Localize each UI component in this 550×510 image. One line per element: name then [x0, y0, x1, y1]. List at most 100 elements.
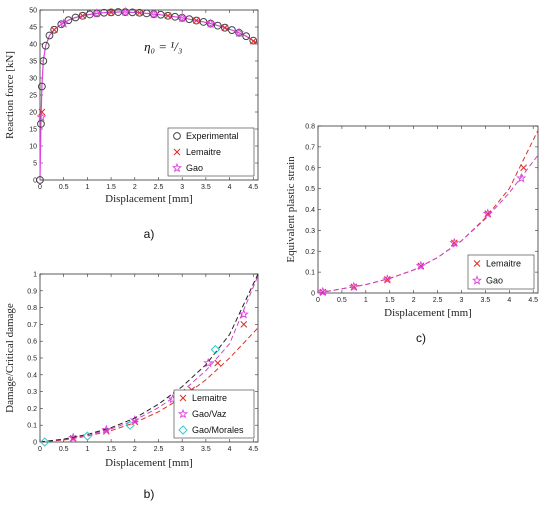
- y-tick-label: 0.4: [305, 207, 315, 214]
- y-tick-label: 25: [29, 93, 37, 100]
- x-tick-label: 3.5: [481, 297, 491, 304]
- x-tick-label: 0.5: [59, 446, 69, 453]
- x-tick-label: 2.5: [154, 184, 164, 191]
- y-tick-label: 0.1: [27, 423, 37, 430]
- x-tick-label: 3: [180, 446, 184, 453]
- x-tick-label: 4: [228, 184, 232, 191]
- x-tick-label: 2.5: [154, 446, 164, 453]
- legend-b: Lemaitre Gao/Vaz Gao/Morales: [173, 389, 255, 439]
- y-tick-label: 0.1: [305, 270, 315, 277]
- y-tick-label: 1: [33, 272, 37, 279]
- data-point-lemaitre: [50, 26, 58, 34]
- y-tick-label: 0: [311, 291, 315, 298]
- data-point-gao: [382, 274, 393, 284]
- x-tick-label: 2: [412, 297, 416, 304]
- data-point-gao: [234, 27, 245, 38]
- data-point-gao-morales: [82, 431, 93, 441]
- data-point-gao: [415, 260, 426, 271]
- x-tick-label: 2: [133, 446, 137, 453]
- y-tick-label: 0.7: [305, 144, 315, 151]
- data-point-lemaitre: [240, 321, 248, 328]
- y-tick-label: 0.3: [27, 389, 37, 396]
- data-point-lemaitre: [520, 164, 528, 172]
- data-point-experimental: [185, 15, 194, 24]
- data-point-experimental: [213, 21, 222, 30]
- data-point-gao: [36, 111, 47, 122]
- y-tick-label: 0.8: [27, 305, 37, 312]
- series-line-gao: [317, 154, 539, 294]
- x-tick-label: 4.5: [248, 184, 258, 191]
- legend-marker: [173, 148, 181, 156]
- data-point-gao-vaz: [238, 309, 249, 319]
- data-layer-b: [39, 273, 259, 447]
- panel-label: b): [144, 487, 155, 501]
- x-tick-label: 3.5: [201, 446, 211, 453]
- y-tick-label: 0.5: [27, 356, 37, 363]
- chart-a-reaction-force: 0 0.5 1 1.5 2 2.5 3 3.5 4 4.5 0 5 10 15 20 25 30 35 40 45 50…: [4, 6, 259, 241]
- x-axis-label: Displacement [mm]: [384, 307, 472, 319]
- data-point-gao: [205, 18, 216, 28]
- x-tick-label: 4: [228, 446, 232, 453]
- data-point-lemaitre: [214, 359, 222, 367]
- y-tick-label: 0.2: [305, 249, 315, 256]
- x-tick-label: 3: [460, 297, 464, 304]
- y-tick-label: 0.6: [305, 165, 315, 172]
- y-tick-label: 0: [33, 440, 37, 447]
- data-point-experimental: [50, 25, 59, 34]
- x-tick-label: 2: [133, 184, 137, 191]
- x-tick-label: 4.5: [248, 446, 258, 453]
- legend-entry: Lemaitre: [486, 259, 521, 269]
- x-axis-label: Displacement [mm]: [105, 193, 193, 205]
- y-tick-label: 5: [33, 161, 37, 168]
- x-tick-label: 0.5: [59, 184, 69, 191]
- legend-entry: Gao/Vaz: [192, 409, 227, 419]
- legend-marker: [472, 275, 482, 285]
- data-point-gao: [120, 6, 131, 17]
- data-point-experimental: [45, 31, 54, 40]
- x-tick-label: 1.5: [106, 184, 116, 191]
- data-point-experimental: [242, 32, 251, 41]
- x-tick-label: 1: [85, 184, 89, 191]
- data-layer-c: [317, 129, 539, 297]
- panel-label: a): [144, 227, 155, 241]
- data-point-lemaitre: [193, 17, 200, 24]
- y-tick-label: 45: [29, 25, 37, 32]
- data-point-experimental: [199, 18, 208, 26]
- data-point-experimental: [220, 23, 229, 32]
- data-point-experimental: [249, 36, 258, 45]
- data-layer-a: [36, 6, 259, 184]
- y-tick-label: 0.7: [27, 322, 37, 329]
- y-tick-label: 0.6: [27, 339, 37, 346]
- y-tick-label: 0.4: [27, 372, 37, 379]
- legend-marker: [179, 394, 187, 402]
- y-tick-label: 40: [29, 42, 37, 49]
- legend-entry: Lemaitre: [186, 147, 221, 157]
- data-point-experimental: [192, 16, 201, 25]
- x-tick-label: 1.5: [385, 297, 395, 304]
- data-point-lemaitre: [221, 24, 229, 32]
- data-point-lemaitre: [79, 12, 87, 20]
- data-point-experimental: [37, 120, 45, 128]
- data-point-experimental: [39, 57, 48, 65]
- y-tick-label: 0.2: [27, 406, 37, 413]
- legend-marker: [473, 260, 481, 267]
- legend-c: Lemaitre Gao: [467, 254, 535, 290]
- annotation-eta: η₀ = ¹/₃: [144, 39, 182, 54]
- legend-box: [167, 127, 255, 177]
- y-tick-label: 0.5: [305, 186, 315, 193]
- legend-marker: [178, 408, 188, 419]
- data-point-lemaitre: [164, 12, 172, 20]
- y-tick-label: 0.3: [305, 228, 315, 235]
- legend-marker: [172, 162, 182, 173]
- y-tick-label: 15: [29, 127, 37, 134]
- x-tick-label: 1: [364, 297, 368, 304]
- data-point-gao: [449, 237, 460, 248]
- data-point-gao: [91, 8, 102, 18]
- x-tick-label: 2.5: [433, 297, 443, 304]
- legend-entry: Experimental: [186, 131, 239, 141]
- panel-label: c): [416, 331, 426, 345]
- x-tick-label: 3.5: [201, 184, 211, 191]
- data-point-gao: [177, 12, 188, 23]
- legend-a: Experimental Lemaitre Gao: [167, 127, 255, 177]
- legend-marker: [178, 425, 188, 435]
